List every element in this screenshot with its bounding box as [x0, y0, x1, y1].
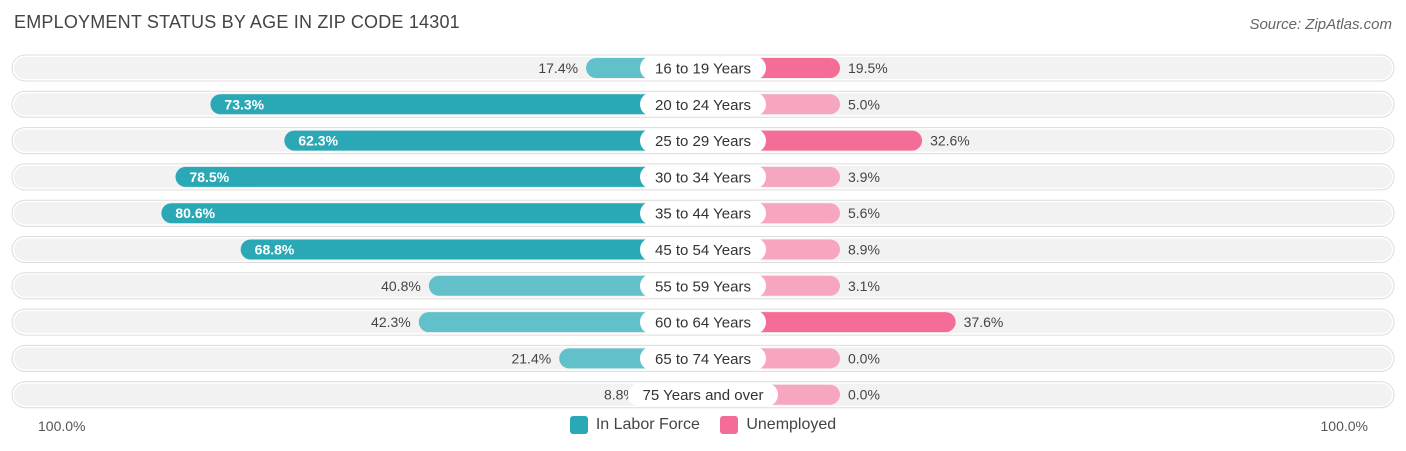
value-label-labor: 73.3% — [224, 96, 264, 112]
value-label-unemployed: 0.0% — [848, 387, 880, 403]
value-label-unemployed: 3.9% — [848, 169, 880, 185]
category-label: 65 to 74 Years — [655, 351, 751, 368]
category-label: 16 to 19 Years — [655, 61, 751, 78]
category-label: 45 to 54 Years — [655, 242, 751, 259]
category-pill — [640, 273, 766, 298]
value-label-labor: 42.3% — [371, 314, 411, 330]
value-label-labor: 8.8% — [604, 387, 636, 403]
category-label: 75 Years and over — [643, 387, 764, 404]
value-label-labor: 68.8% — [255, 242, 295, 258]
value-label-unemployed: 37.6% — [964, 314, 1004, 330]
legend-label-unemployed: Unemployed — [746, 416, 837, 433]
category-label: 20 to 24 Years — [655, 97, 751, 114]
category-label: 25 to 29 Years — [655, 133, 751, 150]
value-label-unemployed: 5.0% — [848, 96, 880, 112]
category-pill — [640, 92, 766, 117]
category-pill — [640, 346, 766, 371]
bar-labor-force — [284, 130, 703, 151]
category-pill — [640, 128, 766, 153]
value-label-labor: 62.3% — [298, 133, 338, 149]
category-label: 30 to 34 Years — [655, 169, 751, 186]
value-label-unemployed: 19.5% — [848, 60, 888, 76]
bar-labor-force — [175, 166, 704, 187]
chart-title: EMPLOYMENT STATUS BY AGE IN ZIP CODE 143… — [14, 12, 460, 32]
category-label: 60 to 64 Years — [655, 315, 751, 332]
bar-labor-force — [210, 94, 703, 115]
value-label-unemployed: 0.0% — [848, 350, 880, 366]
value-label-unemployed: 5.6% — [848, 205, 880, 221]
bar-labor-force — [161, 203, 704, 224]
value-label-labor: 80.6% — [175, 205, 215, 221]
bar-unemployed — [703, 312, 956, 333]
legend-item-labor[interactable]: In Labor Force — [569, 416, 700, 434]
legend: In Labor Force Unemployed — [0, 416, 1406, 439]
legend-label-labor: In Labor Force — [595, 416, 700, 433]
bar-labor-force — [240, 239, 703, 260]
axis-right-label: 100.0% — [1320, 418, 1368, 434]
value-label-labor: 17.4% — [538, 60, 578, 76]
value-label-labor: 21.4% — [511, 350, 551, 366]
category-pill — [640, 201, 766, 226]
category-pill — [628, 382, 778, 407]
category-pill — [640, 56, 766, 80]
category-pill — [640, 164, 766, 189]
bar-labor-force — [418, 312, 703, 333]
value-label-labor: 78.5% — [189, 169, 229, 185]
legend-swatch-labor — [569, 416, 588, 434]
category-label: 35 to 44 Years — [655, 206, 751, 223]
category-label: 55 to 59 Years — [655, 278, 751, 295]
bar-labor-force — [428, 275, 703, 296]
category-pill — [640, 310, 766, 335]
legend-item-unemployed[interactable]: Unemployed — [720, 416, 836, 434]
value-label-unemployed: 8.9% — [848, 242, 880, 258]
category-pill — [640, 237, 766, 262]
value-label-unemployed: 32.6% — [930, 133, 970, 149]
value-label-unemployed: 3.1% — [848, 278, 880, 294]
value-label-labor: 40.8% — [381, 278, 421, 294]
axis-left-label: 100.0% — [38, 418, 86, 434]
source-label: Source: ZipAtlas.com — [1249, 16, 1392, 33]
legend-swatch-unemployed — [720, 416, 739, 434]
